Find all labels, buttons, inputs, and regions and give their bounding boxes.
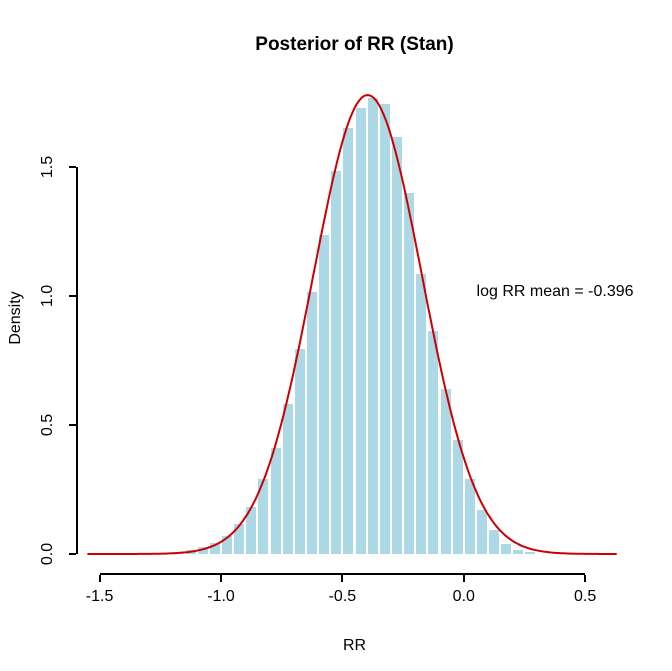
- x-tick-label: -0.5: [328, 588, 357, 605]
- histogram-bar: [524, 550, 537, 554]
- histogram-bar: [463, 478, 476, 554]
- x-tick: [220, 575, 222, 582]
- x-tick-label: -1.0: [207, 588, 235, 605]
- x-tick: [462, 575, 465, 582]
- histogram-bar: [427, 329, 440, 554]
- histogram-bar: [221, 535, 234, 554]
- y-axis-line: [76, 167, 78, 554]
- histogram-bar: [330, 170, 343, 554]
- histogram-bar: [305, 290, 318, 554]
- x-tick-label: -1.5: [85, 588, 114, 605]
- histogram-bar: [342, 126, 355, 554]
- histogram-bar: [512, 549, 525, 554]
- histogram-bar: [366, 97, 379, 554]
- y-tick-label: 1.0: [39, 284, 56, 308]
- chart-title: Posterior of RR (Stan): [255, 34, 454, 55]
- histogram-bar: [257, 477, 270, 554]
- histogram-bar: [196, 546, 209, 554]
- histogram-bar: [293, 347, 306, 554]
- histogram-bar: [390, 135, 403, 554]
- histogram-bar: [318, 234, 331, 554]
- histogram-bar: [354, 107, 367, 554]
- x-tick-label: 0.0: [452, 588, 475, 605]
- x-tick: [98, 575, 101, 582]
- histogram-bar: [439, 387, 452, 554]
- histogram-bar: [378, 102, 391, 554]
- histogram-bar: [184, 548, 197, 554]
- x-axis-title: RR: [342, 637, 367, 654]
- histogram-bar: [500, 542, 513, 555]
- histogram-bar: [245, 506, 258, 554]
- histogram-bar: [403, 191, 416, 555]
- histogram-bar: [451, 438, 464, 554]
- histogram-bar: [475, 509, 488, 554]
- annotation-text: log RR mean = -0.396: [476, 283, 634, 301]
- y-tick: [69, 166, 76, 168]
- histogram-bar: [269, 446, 282, 554]
- x-tick: [341, 575, 344, 582]
- histogram-bar: [281, 403, 294, 554]
- x-tick: [584, 575, 587, 582]
- histogram-bar: [488, 528, 501, 554]
- histogram-bar: [415, 272, 428, 554]
- y-tick: [69, 424, 76, 426]
- y-tick: [69, 553, 76, 555]
- y-axis-title-text: Density: [7, 291, 24, 345]
- histogram-bar: [208, 541, 221, 554]
- histogram-bar: [172, 551, 185, 554]
- histogram-bar: [536, 552, 549, 554]
- histogram-bar: [160, 552, 173, 554]
- y-tick-label: 0.0: [39, 542, 56, 566]
- x-tick-label: 0.5: [573, 588, 597, 605]
- histogram-bar: [233, 523, 246, 554]
- x-axis-line: [99, 573, 586, 575]
- y-tick: [69, 295, 76, 297]
- y-tick-label: 0.5: [39, 413, 56, 437]
- y-tick-label: 1.5: [39, 155, 56, 179]
